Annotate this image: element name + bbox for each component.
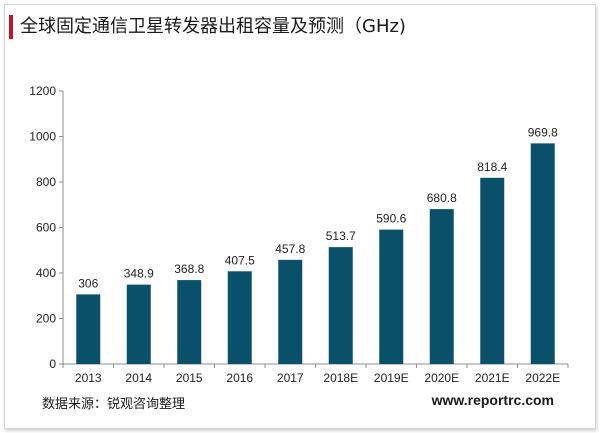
y-axis: 0 200 400 600 800 1000 1200: [29, 84, 64, 371]
data-label: 368.8: [174, 262, 204, 276]
data-label: 457.8: [275, 242, 305, 256]
x-tick-label: 2015: [176, 371, 203, 385]
x-tick-label: 2016: [226, 371, 253, 385]
x-tick-label: 2021E: [475, 371, 510, 385]
value-labels: 306 348.9 368.8 407.5 457.8 513.7 590.6 680.8 81…: [78, 125, 558, 290]
bar: [480, 177, 505, 364]
y-tick-label: 400: [36, 266, 56, 280]
data-label: 969.8: [528, 125, 558, 139]
data-label: 348.9: [124, 267, 154, 281]
bar: [227, 271, 252, 364]
title-accent-bar: [9, 15, 13, 39]
bar: [429, 209, 454, 364]
data-label: 590.6: [376, 212, 406, 226]
x-tick-label: 2019E: [374, 371, 409, 385]
website-link[interactable]: www.reportrc.com: [431, 392, 554, 408]
bar: [177, 280, 202, 364]
x-axis: 2013 2014 2015 2016 2017 2018E 2019E 2020E 2021E…: [62, 363, 569, 385]
bar: [530, 143, 555, 364]
bar: [379, 229, 404, 364]
y-tick-label: 200: [36, 312, 56, 326]
x-tick-label: 2017: [277, 371, 304, 385]
x-tick-label: 2020E: [424, 371, 459, 385]
x-tick-label: 2013: [75, 371, 102, 385]
x-tick-label: 2022E: [525, 371, 560, 385]
bar: [278, 259, 303, 364]
bar: [328, 247, 353, 364]
data-label: 407.5: [225, 253, 255, 267]
data-label: 818.4: [477, 160, 507, 174]
x-tick-label: 2018E: [323, 371, 358, 385]
data-source-note: 数据来源：锐观咨询整理: [42, 397, 186, 412]
data-label: 306: [78, 276, 98, 290]
y-tick-label: 1200: [29, 84, 56, 98]
bar: [126, 284, 151, 364]
y-tick-label: 0: [49, 357, 56, 371]
chart-title: 全球固定通信卫星转发器出租容量及预测（GHz): [20, 16, 406, 37]
y-tick-label: 1000: [29, 130, 56, 144]
x-tick-label: 2014: [125, 371, 152, 385]
y-tick-label: 800: [36, 175, 56, 189]
y-tick-label: 600: [36, 221, 56, 235]
data-label: 680.8: [427, 191, 457, 205]
bars: [76, 143, 555, 364]
data-label: 513.7: [326, 229, 356, 243]
bar: [76, 294, 101, 364]
